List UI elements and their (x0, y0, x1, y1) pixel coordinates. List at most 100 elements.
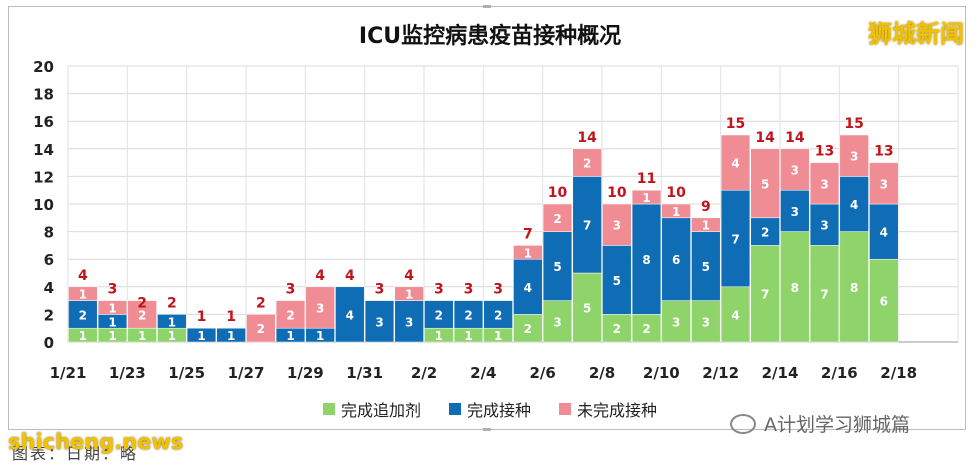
total-label: 14 (785, 130, 805, 146)
segment-label: 4 (850, 198, 858, 212)
bar-segment (750, 245, 780, 343)
bar-segment (394, 300, 424, 343)
bar-segment (453, 300, 484, 329)
bar-segment (572, 176, 602, 274)
segment-label: 1 (138, 329, 146, 343)
y-tick-label: 4 (44, 279, 54, 297)
segment-label: 1 (464, 329, 472, 343)
total-label: 1 (226, 309, 236, 325)
segment-label: 2 (435, 308, 443, 322)
x-tick-label: 1/21 (50, 364, 87, 382)
x-tick-label: 2/10 (643, 364, 680, 382)
y-tick-label: 8 (44, 224, 54, 242)
chart-legend: 完成追加剂 完成接种 未完成接种 (0, 397, 980, 421)
resize-handle-bottom[interactable] (483, 428, 491, 431)
x-tick-label: 2/16 (821, 364, 858, 382)
bar-segment (631, 314, 662, 343)
total-label: 4 (315, 268, 325, 284)
segment-label: 1 (108, 329, 116, 343)
segment-label: 5 (553, 260, 561, 274)
total-label: 13 (815, 144, 834, 160)
total-label: 14 (577, 130, 597, 146)
bar-segment (720, 189, 751, 288)
total-label: 3 (434, 282, 444, 298)
bar-segment (275, 300, 306, 329)
segment-label: 3 (316, 302, 324, 316)
legend-item: 完成接种 (448, 397, 531, 421)
legend-item: 未完成接种 (559, 397, 657, 421)
segment-label: 3 (613, 219, 621, 233)
bar-segment (602, 314, 632, 343)
x-tick-label: 2/12 (702, 364, 739, 382)
segment-label: 8 (642, 253, 650, 267)
segment-label: 1 (702, 219, 710, 233)
total-label: 2 (137, 295, 147, 311)
segment-label: 1 (494, 329, 502, 343)
bar-segment (661, 217, 691, 301)
x-tick-label: 2/18 (880, 364, 917, 382)
segment-label: 4 (346, 308, 354, 322)
segment-label: 3 (375, 315, 383, 329)
segment-label: 3 (553, 315, 561, 329)
y-tick-label: 14 (33, 141, 54, 159)
bar-segment (780, 148, 810, 191)
segment-label: 8 (791, 281, 799, 295)
bar-segment (542, 300, 573, 343)
segment-label: 6 (880, 295, 888, 309)
segment-label: 2 (553, 212, 561, 226)
segment-label: 8 (850, 281, 858, 295)
segment-label: 4 (880, 226, 888, 240)
total-label: 10 (666, 185, 686, 201)
total-label: 1 (197, 309, 207, 325)
segment-label: 4 (731, 157, 739, 171)
bar-segment (691, 217, 721, 232)
segment-label: 1 (197, 329, 205, 343)
bar-segment (246, 314, 276, 343)
segment-label: 4 (731, 308, 739, 322)
bar-segment (691, 300, 721, 343)
bar-segment (661, 203, 691, 219)
bar-segment (127, 300, 157, 329)
segment-label: 7 (761, 288, 769, 302)
segment-label: 1 (316, 329, 324, 343)
legend-swatch (448, 403, 461, 415)
segment-label: 2 (138, 308, 146, 322)
y-tick-label: 20 (33, 58, 54, 76)
bar-segment (602, 203, 632, 246)
segment-label: 3 (791, 205, 799, 219)
x-tick-label: 1/23 (109, 364, 146, 382)
x-tick-label: 1/29 (287, 364, 324, 382)
bar-segment (750, 148, 780, 219)
footer-note: 图表：日期：略 (12, 444, 139, 463)
segment-label: 5 (583, 302, 591, 316)
bar-segment (216, 327, 246, 343)
segment-label: 3 (820, 219, 828, 233)
x-tick-label: 1/25 (168, 364, 205, 382)
bar-segment (661, 300, 691, 343)
x-tick-label: 2/2 (411, 364, 437, 382)
segment-label: 2 (613, 322, 621, 336)
bar-segment (780, 189, 810, 232)
resize-handle-top[interactable] (483, 5, 491, 8)
total-label: 10 (607, 185, 627, 201)
bar-segment (809, 162, 840, 205)
total-label: 13 (874, 144, 893, 160)
segment-label: 5 (613, 274, 621, 288)
bar-segment (186, 327, 217, 343)
bar-segment (513, 314, 543, 343)
bar-segment (68, 300, 98, 329)
segment-label: 3 (820, 177, 828, 191)
total-label: 2 (167, 295, 177, 311)
segment-label: 2 (642, 322, 650, 336)
segment-label: 1 (227, 329, 235, 343)
segment-label: 7 (583, 219, 591, 233)
segment-label: 2 (257, 322, 265, 336)
bar-segment (305, 286, 335, 329)
y-tick-label: 2 (44, 306, 54, 324)
segment-label: 2 (524, 322, 532, 336)
bar-segment (869, 162, 899, 205)
bar-segment (720, 286, 751, 343)
y-tick-label: 18 (33, 86, 54, 104)
total-label: 11 (637, 171, 656, 187)
